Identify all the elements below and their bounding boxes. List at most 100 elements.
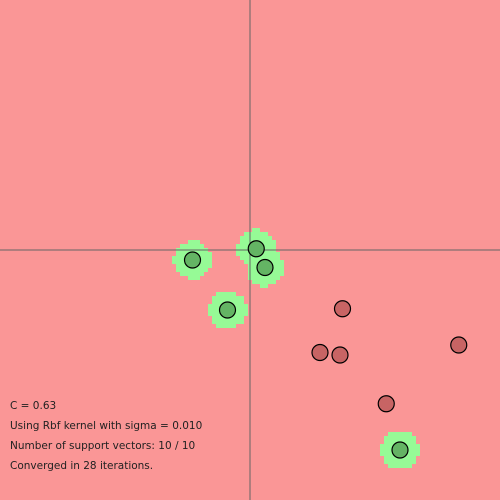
positive-region-cell bbox=[236, 252, 240, 256]
positive-region-cell bbox=[388, 464, 392, 468]
positive-data-point[interactable] bbox=[391, 441, 409, 459]
positive-region-cell bbox=[392, 432, 396, 436]
positive-data-point[interactable] bbox=[218, 301, 237, 319]
positive-region-cell bbox=[188, 272, 192, 276]
positive-region-cell bbox=[412, 460, 416, 464]
positive-region-cell bbox=[200, 256, 204, 260]
positive-region-cell bbox=[208, 308, 212, 312]
positive-region-cell bbox=[188, 268, 192, 272]
positive-region-cell bbox=[256, 232, 260, 236]
positive-region-cell bbox=[260, 284, 264, 288]
positive-region-cell bbox=[408, 452, 412, 456]
positive-region-cell bbox=[228, 296, 232, 300]
positive-region-cell bbox=[232, 324, 236, 328]
positive-region-cell bbox=[388, 460, 392, 464]
positive-region-cell bbox=[208, 312, 212, 316]
positive-region-cell bbox=[256, 276, 260, 280]
positive-region-cell bbox=[416, 448, 420, 452]
positive-region-cell bbox=[208, 304, 212, 308]
positive-region-cell bbox=[232, 300, 236, 304]
positive-data-point[interactable] bbox=[247, 240, 265, 258]
positive-region-cell bbox=[200, 252, 204, 256]
positive-region-cell bbox=[412, 448, 416, 452]
positive-data-point[interactable] bbox=[183, 251, 202, 269]
positive-region-cell bbox=[236, 308, 240, 312]
positive-region-cell bbox=[180, 264, 184, 268]
convergence-text: Converged in 28 iterations. bbox=[10, 460, 154, 472]
positive-region-cell bbox=[232, 320, 236, 324]
positive-region-cell bbox=[384, 448, 388, 452]
negative-data-point[interactable] bbox=[311, 343, 329, 362]
positive-region-cell bbox=[392, 440, 396, 444]
positive-region-cell bbox=[272, 280, 276, 284]
positive-region-cell bbox=[240, 252, 244, 256]
positive-region-cell bbox=[404, 432, 408, 436]
positive-region-cell bbox=[176, 264, 180, 268]
positive-region-cell bbox=[272, 260, 276, 264]
positive-region-cell bbox=[188, 240, 192, 244]
positive-region-cell bbox=[384, 440, 388, 444]
positive-region-cell bbox=[412, 456, 416, 460]
positive-region-cell bbox=[244, 232, 248, 236]
positive-region-cell bbox=[272, 240, 276, 244]
positive-region-cell bbox=[404, 464, 408, 468]
positive-region-cell bbox=[200, 260, 204, 264]
positive-region-cell bbox=[252, 256, 256, 260]
positive-region-cell bbox=[188, 244, 192, 248]
positive-region-cell bbox=[216, 316, 220, 320]
positive-region-cell bbox=[268, 236, 272, 240]
positive-region-cell bbox=[280, 268, 284, 272]
positive-region-cell bbox=[224, 296, 228, 300]
positive-region-cell bbox=[384, 452, 388, 456]
positive-region-cell bbox=[244, 244, 248, 248]
positive-region-cell bbox=[240, 236, 244, 240]
positive-region-cell bbox=[276, 260, 280, 264]
positive-region-cell bbox=[212, 296, 216, 300]
negative-data-point[interactable] bbox=[333, 300, 352, 318]
positive-region-cell bbox=[400, 436, 404, 440]
positive-region-cell bbox=[412, 444, 416, 448]
positive-region-cell bbox=[204, 252, 208, 256]
positive-region-cell bbox=[260, 236, 264, 240]
positive-region-cell bbox=[268, 252, 272, 256]
positive-region-cell bbox=[264, 244, 268, 248]
positive-region-cell bbox=[184, 268, 188, 272]
positive-region-cell bbox=[404, 440, 408, 444]
training-points bbox=[183, 240, 468, 459]
positive-region-cell bbox=[260, 240, 264, 244]
positive-region-cell bbox=[252, 272, 256, 276]
positive-region-cell bbox=[200, 264, 204, 268]
positive-region-cell bbox=[236, 244, 240, 248]
positive-region-cell bbox=[264, 256, 268, 260]
positive-region-cell bbox=[196, 272, 200, 276]
positive-region-cell bbox=[200, 268, 204, 272]
positive-region-cell bbox=[184, 244, 188, 248]
negative-data-point[interactable] bbox=[377, 395, 395, 413]
positive-region-cell bbox=[172, 256, 176, 260]
positive-region-cell bbox=[192, 268, 196, 272]
positive-region-cell bbox=[388, 448, 392, 452]
positive-region-cell bbox=[408, 436, 412, 440]
positive-region-cell bbox=[180, 272, 184, 276]
negative-data-point[interactable] bbox=[331, 346, 349, 364]
positive-region-cell bbox=[184, 264, 188, 268]
positive-region-cell bbox=[180, 268, 184, 272]
positive-region-cell bbox=[252, 268, 256, 272]
positive-region-cell bbox=[264, 240, 268, 244]
positive-region-cell bbox=[388, 436, 392, 440]
positive-region-cell bbox=[220, 300, 224, 304]
positive-region-cell bbox=[380, 444, 384, 448]
positive-data-point[interactable] bbox=[256, 258, 274, 277]
positive-region-cell bbox=[408, 460, 412, 464]
positive-region-cell bbox=[272, 256, 276, 260]
positive-region-cell bbox=[412, 436, 416, 440]
positive-region-cell bbox=[380, 452, 384, 456]
positive-region-cell bbox=[388, 456, 392, 460]
negative-data-point[interactable] bbox=[450, 336, 468, 354]
c-parameter-text: C = 0.63 bbox=[10, 400, 57, 412]
positive-region-cell bbox=[236, 312, 240, 316]
positive-region-cell bbox=[188, 276, 192, 280]
positive-region-cell bbox=[392, 456, 396, 460]
